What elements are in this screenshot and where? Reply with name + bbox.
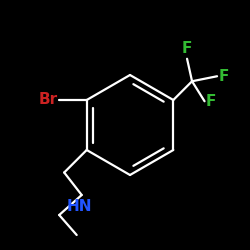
Text: F: F <box>206 94 216 109</box>
Text: F: F <box>218 69 229 84</box>
Text: F: F <box>182 41 192 56</box>
Text: HN: HN <box>66 199 92 214</box>
Text: Br: Br <box>39 92 58 108</box>
